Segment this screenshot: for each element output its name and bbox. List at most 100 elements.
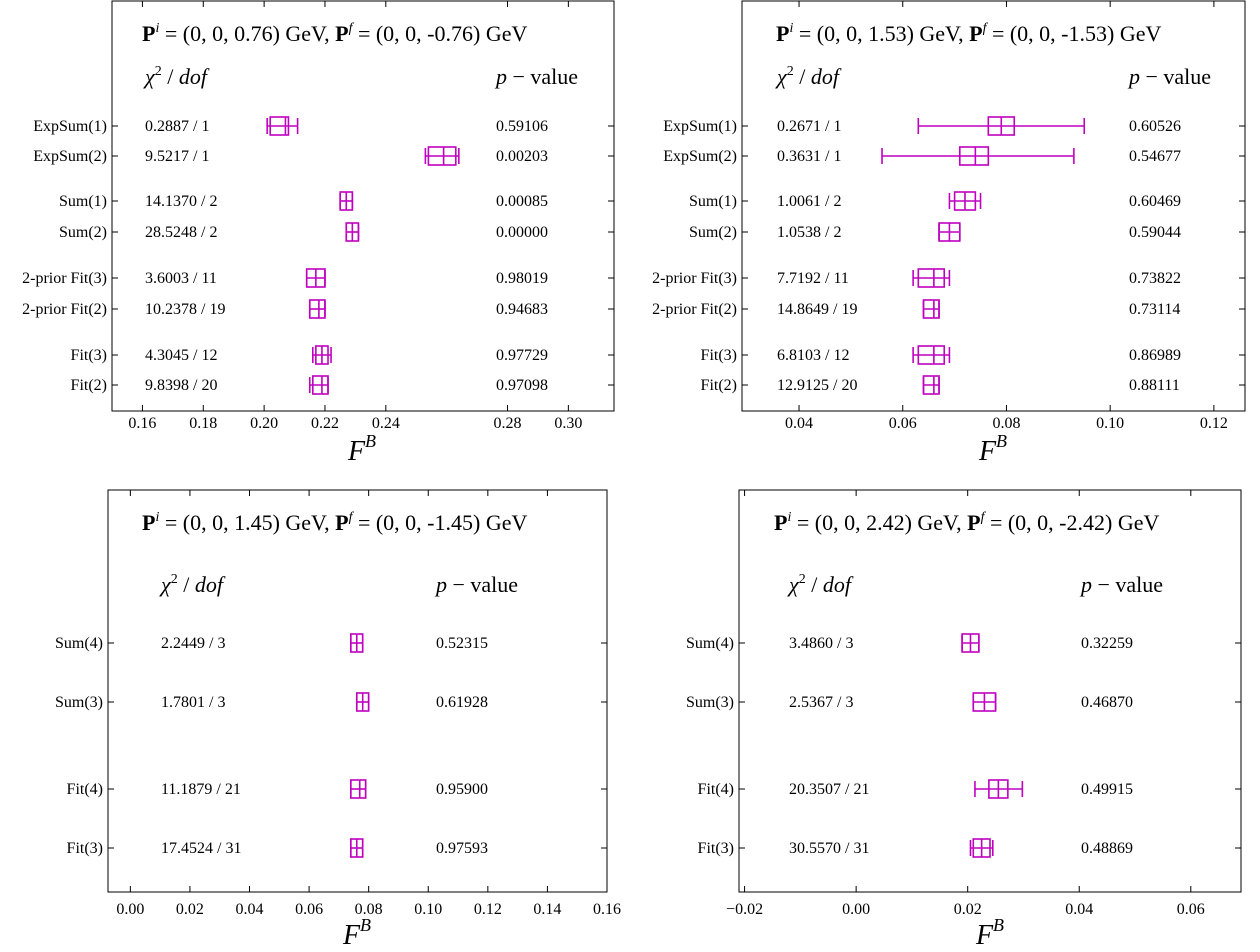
forest-row: Fit(2) 12.9125 / 20 0.88111 <box>701 375 1245 395</box>
x-tick-label: 0.12 <box>474 901 502 918</box>
plot-frame <box>738 489 1242 893</box>
x-tick-label: 0.04 <box>785 415 813 432</box>
row-label: Sum(3) <box>686 694 734 711</box>
row-label: 2-prior Fit(3) <box>22 270 107 287</box>
panel-4: Pi = (0, 0, 2.42) GeV, Pf = (0, 0, -2.42… <box>686 489 1242 951</box>
chi2-dof-value: 17.4524 / 31 <box>161 840 241 857</box>
estimate-box <box>917 345 946 365</box>
chi2-dof-value: 10.2378 / 19 <box>145 301 225 318</box>
x-tick-label: 0.10 <box>1096 415 1124 432</box>
forest-row: 2-prior Fit(3) 7.7192 / 11 0.73822 <box>652 268 1245 288</box>
x-tick-label: 0.14 <box>533 901 561 918</box>
row-label: 2-prior Fit(2) <box>652 301 737 318</box>
chi2-dof-value: 2.2449 / 3 <box>161 635 225 652</box>
chi2-dof-value: 6.8103 / 12 <box>777 347 849 364</box>
chi2-dof-value: 12.9125 / 20 <box>777 377 857 394</box>
row-label: Fit(4) <box>67 781 103 798</box>
x-tick-label: 0.06 <box>295 901 323 918</box>
forest-row: ExpSum(2) 9.5217 / 1 0.00203 <box>33 146 614 166</box>
x-tick-label: 0.12 <box>1200 415 1228 432</box>
forest-row: Fit(2) 9.8398 / 20 0.97098 <box>71 375 614 395</box>
p-value: 0.00203 <box>496 148 548 165</box>
forest-row: Sum(3) 1.7801 / 3 0.61928 <box>55 692 607 712</box>
forest-row: Sum(2) 28.5248 / 2 0.00000 <box>59 222 614 242</box>
p-value: 0.61928 <box>436 694 488 711</box>
x-tick-label: 0.04 <box>236 901 264 918</box>
p-value-header: p − value <box>434 572 518 597</box>
x-axis-label: FB <box>978 431 1007 467</box>
chi2-dof-value: 0.2887 / 1 <box>145 118 209 135</box>
p-value: 0.98019 <box>496 270 548 287</box>
row-label: Sum(4) <box>686 635 734 652</box>
p-value: 0.73114 <box>1129 301 1180 318</box>
chi2-dof-value: 1.0061 / 2 <box>777 193 841 210</box>
forest-row: Sum(1) 1.0061 / 2 0.60469 <box>689 191 1245 211</box>
x-tick-label: 0.30 <box>554 415 582 432</box>
p-value: 0.59044 <box>1129 224 1181 241</box>
row-label: Sum(1) <box>59 193 107 210</box>
p-value: 0.54677 <box>1129 148 1181 165</box>
forest-row: Fit(3) 30.5570 / 31 0.48869 <box>698 838 1241 858</box>
chi2-dof-header: χ2 / dof <box>143 64 210 89</box>
chi2-dof-value: 2.5367 / 3 <box>789 694 853 711</box>
chi2-dof-value: 3.4860 / 3 <box>789 635 853 652</box>
forest-row: Fit(3) 17.4524 / 31 0.97593 <box>67 838 607 858</box>
x-tick-label: 0.22 <box>311 415 339 432</box>
estimate-box <box>958 146 990 166</box>
p-value: 0.48869 <box>1081 840 1133 857</box>
row-label: ExpSum(2) <box>663 148 737 165</box>
chi2-dof-value: 0.3631 / 1 <box>777 148 841 165</box>
x-tick-label: 0.02 <box>954 901 982 918</box>
forest-row: Sum(3) 2.5367 / 3 0.46870 <box>686 692 1241 712</box>
forest-row: Sum(4) 3.4860 / 3 0.32259 <box>686 633 1241 653</box>
panel-title: Pi = (0, 0, 2.42) GeV, Pf = (0, 0, -2.42… <box>774 510 1159 535</box>
forest-row: 2-prior Fit(2) 10.2378 / 19 0.94683 <box>22 299 614 319</box>
x-axis-label: FB <box>347 431 376 467</box>
row-label: Fit(2) <box>71 377 107 394</box>
row-label: Sum(1) <box>689 193 737 210</box>
estimate-box <box>311 375 329 395</box>
estimate-box <box>922 299 940 319</box>
p-value: 0.52315 <box>436 635 488 652</box>
p-value: 0.00000 <box>496 224 548 241</box>
chi2-dof-value: 14.1370 / 2 <box>145 193 217 210</box>
chi2-dof-value: 11.1879 / 21 <box>161 781 241 798</box>
row-label: Sum(4) <box>55 635 103 652</box>
chi2-dof-value: 1.7801 / 3 <box>161 694 225 711</box>
p-value: 0.94683 <box>496 301 548 318</box>
p-value-header: p − value <box>494 64 578 89</box>
estimate-box <box>917 268 946 288</box>
forest-row: ExpSum(1) 0.2671 / 1 0.60526 <box>663 116 1245 136</box>
panel-2: Pi = (0, 0, 1.53) GeV, Pf = (0, 0, -1.53… <box>652 0 1246 467</box>
estimate-box <box>308 299 326 319</box>
forest-row: Sum(4) 2.2449 / 3 0.52315 <box>55 633 607 653</box>
row-label: Sum(2) <box>59 224 107 241</box>
p-value: 0.95900 <box>436 781 488 798</box>
p-value: 0.32259 <box>1081 635 1133 652</box>
chi2-dof-header: χ2 / dof <box>159 572 226 597</box>
x-tick-label: 0.06 <box>1177 901 1205 918</box>
chi2-dof-value: 4.3045 / 12 <box>145 347 217 364</box>
panel-3: Pi = (0, 0, 1.45) GeV, Pf = (0, 0, -1.45… <box>55 489 621 951</box>
plot-frame <box>107 489 608 893</box>
forest-row: ExpSum(1) 0.2887 / 1 0.59106 <box>33 116 614 136</box>
x-tick-label: 0.06 <box>889 415 917 432</box>
x-tick-label: 0.00 <box>116 901 144 918</box>
chi2-dof-value: 20.3507 / 21 <box>789 781 869 798</box>
forest-row: Fit(3) 6.8103 / 12 0.86989 <box>701 345 1245 365</box>
row-label: ExpSum(1) <box>33 118 107 135</box>
p-value-header: p − value <box>1079 572 1163 597</box>
row-label: 2-prior Fit(3) <box>652 270 737 287</box>
row-label: Fit(2) <box>701 377 737 394</box>
plot-frame <box>741 0 1246 412</box>
p-value: 0.60469 <box>1129 193 1181 210</box>
x-tick-label: 0.16 <box>593 901 621 918</box>
p-value: 0.97729 <box>496 347 548 364</box>
panel-title: Pi = (0, 0, 1.45) GeV, Pf = (0, 0, -1.45… <box>142 510 527 535</box>
p-value: 0.46870 <box>1081 694 1133 711</box>
p-value: 0.59106 <box>496 118 548 135</box>
chi2-dof-value: 0.2671 / 1 <box>777 118 841 135</box>
p-value: 0.49915 <box>1081 781 1133 798</box>
row-label: Fit(4) <box>698 781 734 798</box>
